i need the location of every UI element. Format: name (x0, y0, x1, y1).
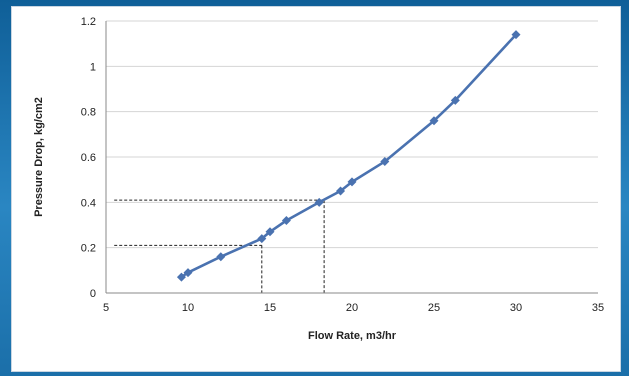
y-axis-title: Pressure Drop, kg/cm2 (33, 97, 45, 217)
data-point (183, 268, 193, 278)
axes (105, 21, 598, 294)
reference-lines (114, 199, 325, 293)
y-tick-label: 0.6 (81, 152, 96, 164)
series-line (180, 33, 517, 279)
data-point (429, 116, 439, 126)
y-tick-label: 0 (90, 288, 96, 300)
data-point (281, 215, 291, 225)
y-tick-label: 1 (90, 61, 96, 73)
data-point (450, 95, 460, 105)
y-tick-label: 0.4 (81, 197, 96, 209)
tick-labels: 0 0.2 0.4 0.6 0.8 1 1.2 5 10 15 20 25 30 35 (81, 16, 604, 314)
data-point (216, 252, 226, 262)
x-tick-label: 25 (428, 302, 440, 314)
data-point (257, 234, 267, 244)
y-tick-label: 0.8 (81, 107, 96, 119)
data-point (176, 272, 186, 282)
chart-panel: 0 0.2 0.4 0.6 0.8 1 1.2 5 10 15 20 25 30 35 Flow Rate… (11, 6, 621, 372)
x-tick-label: 20 (346, 302, 358, 314)
data-series (176, 30, 521, 282)
x-tick-label: 30 (510, 302, 522, 314)
data-point (336, 186, 346, 196)
x-tick-label: 15 (264, 302, 276, 314)
x-axis-title: Flow Rate, m3/hr (308, 330, 397, 342)
y-tick-label: 1.2 (81, 16, 96, 28)
data-point (265, 227, 275, 237)
line-chart: 0 0.2 0.4 0.6 0.8 1 1.2 5 10 15 20 25 30 35 Flow Rate… (33, 16, 604, 342)
data-point (380, 157, 390, 167)
gridlines (106, 20, 598, 249)
x-tick-label: 35 (592, 302, 604, 314)
data-point (347, 177, 357, 187)
x-tick-label: 10 (182, 302, 194, 314)
x-tick-label: 5 (103, 302, 109, 314)
data-point (314, 197, 324, 207)
y-tick-label: 0.2 (81, 243, 96, 255)
